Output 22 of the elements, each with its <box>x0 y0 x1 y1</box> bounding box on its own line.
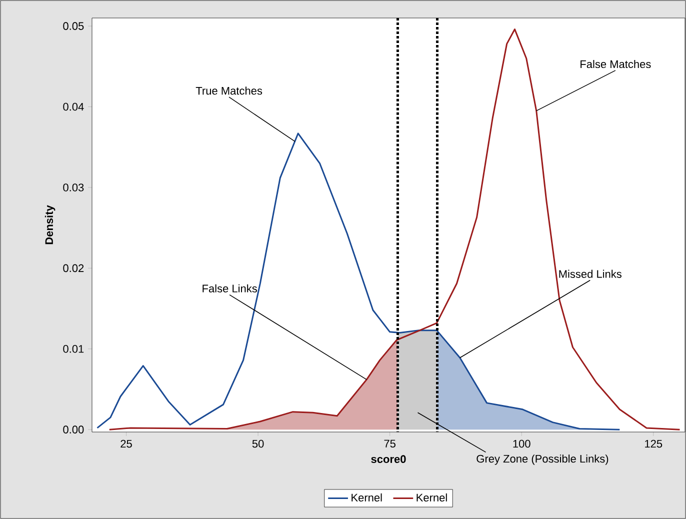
legend-label: Kernel <box>416 493 447 502</box>
y-axis-title: Density <box>44 205 56 244</box>
text: Grey Zone (Possible Links) <box>476 454 608 465</box>
annotation: False Matches <box>580 60 651 68</box>
annotation: True Matches <box>196 86 262 95</box>
x-tick-label: 25 <box>120 440 132 448</box>
annotation: False Links <box>202 284 257 292</box>
y-tick-label: 0.01 <box>63 344 84 353</box>
annotation: Missed Links <box>559 270 622 278</box>
line-series <box>108 28 680 430</box>
y-tick-label: 0.04 <box>63 102 84 111</box>
y-tick-label: 0.02 <box>63 264 84 272</box>
x-axis-title: score0 <box>371 455 406 463</box>
x-tick-label: 75 <box>384 440 396 448</box>
y-tick-label: 0.03 <box>63 184 84 192</box>
y-tick-label: 0.05 <box>63 22 84 30</box>
line-series <box>96 132 620 430</box>
x-tick-label: 100 <box>513 440 530 448</box>
y-tick-label: 0.00 <box>63 426 84 434</box>
x-tick-label: 125 <box>645 440 662 448</box>
legend-label: Kernel <box>352 493 382 502</box>
x-tick-label: 50 <box>252 440 264 448</box>
